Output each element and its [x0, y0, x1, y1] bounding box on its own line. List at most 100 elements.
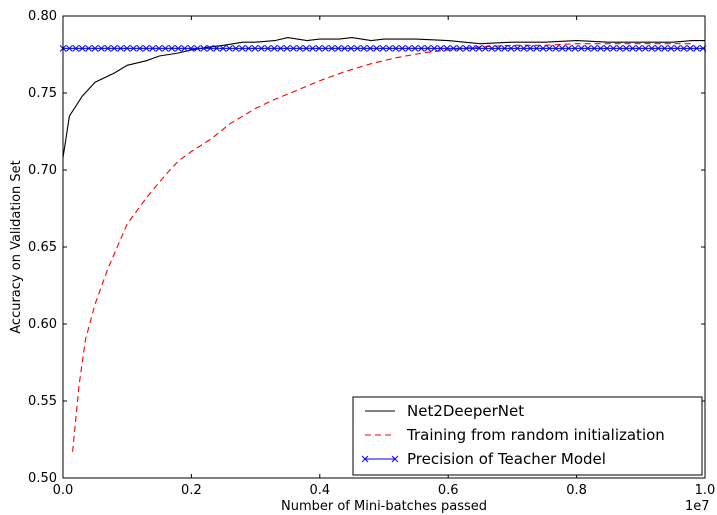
legend-entry: Precision of Teacher Model [361, 450, 606, 468]
series-teacher-marker [475, 44, 483, 52]
x-axis-offset-label: 1e7 [685, 499, 710, 514]
legend-marker [361, 455, 369, 463]
series-teacher-marker [194, 44, 201, 52]
series-teacher-marker [398, 44, 406, 52]
series-teacher-marker [85, 44, 92, 52]
x-tick-label: 0.6 [438, 483, 459, 498]
y-axis-label: Accuracy on Validation Set [9, 160, 24, 333]
series-teacher-marker [610, 44, 617, 52]
series-teacher-marker [469, 44, 476, 52]
y-tick-label: 0.65 [28, 240, 57, 255]
series-teacher-marker [341, 44, 348, 52]
series-teacher-marker [264, 44, 272, 52]
series-teacher-marker [219, 44, 227, 52]
series-teacher-marker [309, 44, 316, 52]
series-teacher-marker [98, 44, 105, 52]
series-teacher-marker [232, 44, 240, 52]
x-tick-label: 1.0 [695, 483, 716, 498]
series-teacher-marker [520, 44, 528, 52]
series-teacher-marker [424, 44, 432, 52]
legend-marker [391, 455, 399, 463]
series-teacher-marker [162, 44, 169, 52]
series-teacher-marker [661, 44, 668, 52]
series-teacher-marker [693, 44, 700, 52]
series-teacher-marker [315, 44, 323, 52]
series-teacher-marker [360, 44, 368, 52]
series-teacher-marker [347, 44, 355, 52]
series-teacher-marker [270, 44, 278, 52]
legend-label: Training from random initialization [406, 426, 665, 444]
legend-box [352, 396, 703, 476]
series-teacher-marker [366, 44, 374, 52]
series-teacher-marker [91, 44, 99, 52]
series-teacher-marker [130, 44, 137, 52]
series-teacher-marker [597, 44, 604, 52]
series-teacher-marker [450, 44, 457, 52]
y-tick-label: 0.75 [28, 86, 57, 101]
series-teacher-marker [72, 44, 80, 52]
series-teacher-marker [123, 44, 131, 52]
series-teacher-marker [386, 44, 393, 52]
x-tick-label: 0.2 [181, 483, 202, 498]
series-teacher-marker [187, 44, 195, 52]
series-random-init-line [72, 43, 693, 452]
series-teacher-marker [437, 44, 444, 52]
series-teacher-marker [136, 44, 144, 52]
y-tick-label: 0.80 [28, 9, 57, 24]
series-net2deepernet-line [62, 37, 705, 158]
x-tick-label: 0.8 [566, 483, 587, 498]
series-teacher-marker [174, 44, 182, 52]
series-teacher-marker [322, 44, 329, 52]
series-teacher-marker [206, 44, 214, 52]
series-teacher-marker [411, 44, 419, 52]
y-tick-label: 0.60 [28, 317, 57, 332]
series-teacher-marker [392, 44, 400, 52]
series-teacher-marker [578, 44, 585, 52]
series-teacher-marker [482, 44, 489, 52]
x-axis-ticks: 0.0 0.2 0.4 0.6 0.8 1.0 [53, 16, 716, 498]
series-teacher-marker [622, 44, 630, 52]
series-teacher-marker [334, 44, 342, 52]
series-teacher-marker [302, 44, 310, 52]
series-teacher-marker [680, 44, 688, 52]
series-teacher-marker [258, 44, 265, 52]
series-teacher-marker [456, 44, 464, 52]
plot-lines [59, 37, 707, 452]
series-teacher-marker [443, 44, 451, 52]
series-teacher-marker [635, 44, 643, 52]
series-teacher-marker [629, 44, 636, 52]
series-teacher-marker [584, 44, 592, 52]
series-teacher-marker [642, 44, 649, 52]
x-axis-label: Number of Mini-batches passed [281, 499, 487, 514]
series-teacher-marker [488, 44, 496, 52]
series-teacher-marker [430, 44, 438, 52]
series-teacher-marker [514, 44, 521, 52]
series-teacher-marker [142, 44, 150, 52]
series-teacher-marker [251, 44, 259, 52]
series-teacher-marker [507, 44, 515, 52]
series-teacher-marker [379, 44, 387, 52]
y-tick-label: 0.50 [28, 471, 57, 486]
y-tick-label: 0.55 [28, 394, 57, 409]
x-tick-label: 0.0 [53, 483, 74, 498]
series-teacher-marker [418, 44, 425, 52]
series-teacher-marker [462, 44, 470, 52]
series-teacher-marker [501, 44, 508, 52]
series-teacher-marker [558, 44, 566, 52]
series-teacher-marker [110, 44, 118, 52]
series-teacher-marker [405, 44, 412, 52]
series-teacher-marker [616, 44, 624, 52]
series-teacher-marker [373, 44, 380, 52]
legend-entry: Net2DeeperNet [365, 402, 524, 420]
y-tick-label: 0.70 [28, 163, 57, 178]
series-teacher-marker [213, 44, 220, 52]
series-teacher-marker [104, 44, 112, 52]
series-teacher-marker [245, 44, 252, 52]
series-teacher-marker [168, 44, 176, 52]
y-axis-ticks: 0.50 0.55 0.60 0.65 0.70 0.75 0.80 [28, 9, 705, 486]
series-teacher-marker [603, 44, 611, 52]
series-teacher-marker [539, 44, 547, 52]
series-teacher-marker [590, 44, 598, 52]
series-teacher-marker [296, 44, 304, 52]
